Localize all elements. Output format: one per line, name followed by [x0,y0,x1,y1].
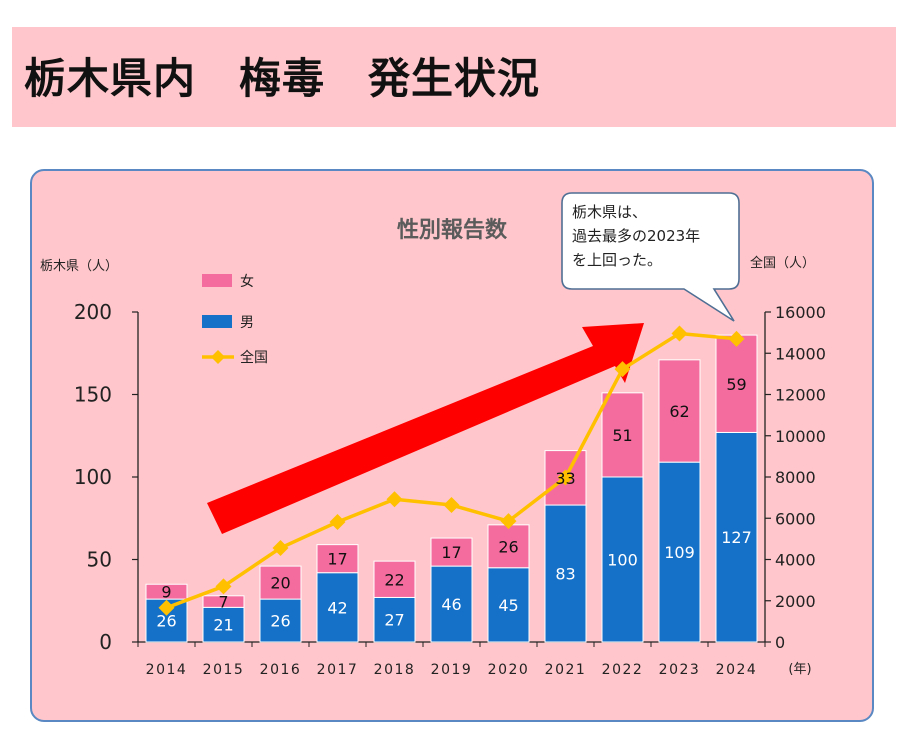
bar-male-2023 [658,461,701,643]
y-axis-left-label: 栃木県（人） [40,259,118,274]
callout-text-line: 過去最多の2023年 [572,227,700,245]
y-tick-right-label: 0 [775,633,785,652]
bar-female-2017 [316,544,359,574]
line-point-national-2017 [329,513,346,530]
line-point-national-2015 [215,578,232,595]
data-label-female: 51 [612,426,632,445]
y-tick-right-label: 4000 [775,551,816,570]
x-tick-label: 2019 [431,662,473,678]
x-tick-label: 2015 [203,662,245,678]
data-label-male: 109 [664,543,695,562]
y-tick-right-label: 16000 [775,303,826,322]
data-label-male: 46 [441,595,461,614]
bar-female-2018 [373,560,416,598]
x-tick-label: 2024 [716,662,758,678]
x-tick-label: 2017 [317,662,359,678]
chart-panel: 性別報告数 栃木県（人） 全国（人） (年) 0 50 100 150 200 0 2000 4000… [30,169,874,722]
data-label-female: 59 [726,375,746,394]
bar-female-2023 [658,359,701,463]
legend-swatch-female [202,274,232,287]
line-point-national-2022 [614,361,631,378]
data-label-female: 62 [669,402,689,421]
data-label-female: 9 [161,583,171,602]
legend-marker-national [211,350,225,364]
legend-swatch-male [202,315,232,328]
y-tick-right-label: 6000 [775,509,816,528]
bar-male-2021 [544,504,587,643]
title-banner: 栃木県内 梅毒 発生状況 [12,27,896,127]
y-tick-left-label: 0 [99,630,112,654]
x-tick-label: 2018 [374,662,416,678]
bar-female-2022 [601,392,644,478]
y-tick-right-label: 12000 [775,386,826,405]
data-label-female: 17 [327,550,347,569]
x-axis-label: (年) [788,662,811,677]
data-label-female: 20 [270,574,290,593]
data-label-female: 22 [384,570,404,589]
data-label-male: 21 [213,616,233,635]
line-point-national-2021 [557,469,574,486]
bar-male-2019 [430,565,473,643]
data-label-male: 45 [498,596,518,615]
line-point-national-2014 [158,599,175,616]
data-label-female: 17 [441,543,461,562]
trend-arrow [207,323,644,534]
page-title: 栃木県内 梅毒 発生状況 [24,54,541,103]
x-tick-label: 2022 [602,662,644,678]
data-label-male: 42 [327,598,347,617]
y-tick-right-label: 10000 [775,427,826,446]
x-tick-label: 2014 [146,662,188,678]
bar-male-2022 [601,476,644,643]
data-label-male: 100 [607,551,638,570]
chart-title: 性別報告数 [397,217,508,243]
data-label-male: 83 [555,565,575,584]
line-point-national-2018 [386,491,403,508]
legend-label-national: 全国 [240,349,268,366]
y-tick-right-label: 2000 [775,592,816,611]
bar-male-2016 [259,598,302,643]
x-tick-label: 2021 [545,662,587,678]
bar-female-2015 [202,595,245,608]
legend-label-male: 男 [240,315,254,331]
line-point-national-2016 [272,539,289,556]
y-tick-left-label: 200 [74,300,112,324]
line-point-national-2019 [443,497,460,514]
bar-male-2024 [715,431,758,643]
callout-text-line: 栃木県は、 [572,203,647,221]
bar-male-2017 [316,572,359,643]
y-tick-left-label: 100 [74,465,112,489]
legend-label-female: 女 [240,273,254,290]
line-point-national-2024 [728,330,745,347]
x-tick-label: 2016 [260,662,302,678]
y-tick-right-label: 8000 [775,468,816,487]
y-axis-right-label: 全国（人） [750,255,815,271]
x-tick-label: 2023 [659,662,701,678]
bar-female-2020 [487,524,530,569]
y-tick-left-label: 150 [74,383,112,407]
bar-male-2018 [373,596,416,643]
data-label-male: 27 [384,611,404,630]
bar-male-2020 [487,567,530,643]
bar-female-2016 [259,565,302,600]
data-label-male: 26 [270,612,290,631]
callout-text-line: を上回った。 [572,251,662,269]
y-tick-right-label: 14000 [775,344,826,363]
bar-female-2014 [145,583,188,600]
y-tick-left-label: 50 [87,548,112,572]
data-label-male: 26 [156,612,176,631]
line-point-national-2023 [671,325,688,342]
line-point-national-2020 [500,513,517,530]
data-label-female: 26 [498,537,518,556]
bar-female-2024 [715,334,758,433]
bar-male-2015 [202,606,245,643]
data-label-male: 127 [721,528,752,547]
data-label-female: 33 [555,469,575,488]
bar-female-2019 [430,537,473,567]
callout-bubble [561,192,740,322]
data-label-female: 7 [218,593,228,612]
x-tick-label: 2020 [488,662,530,678]
